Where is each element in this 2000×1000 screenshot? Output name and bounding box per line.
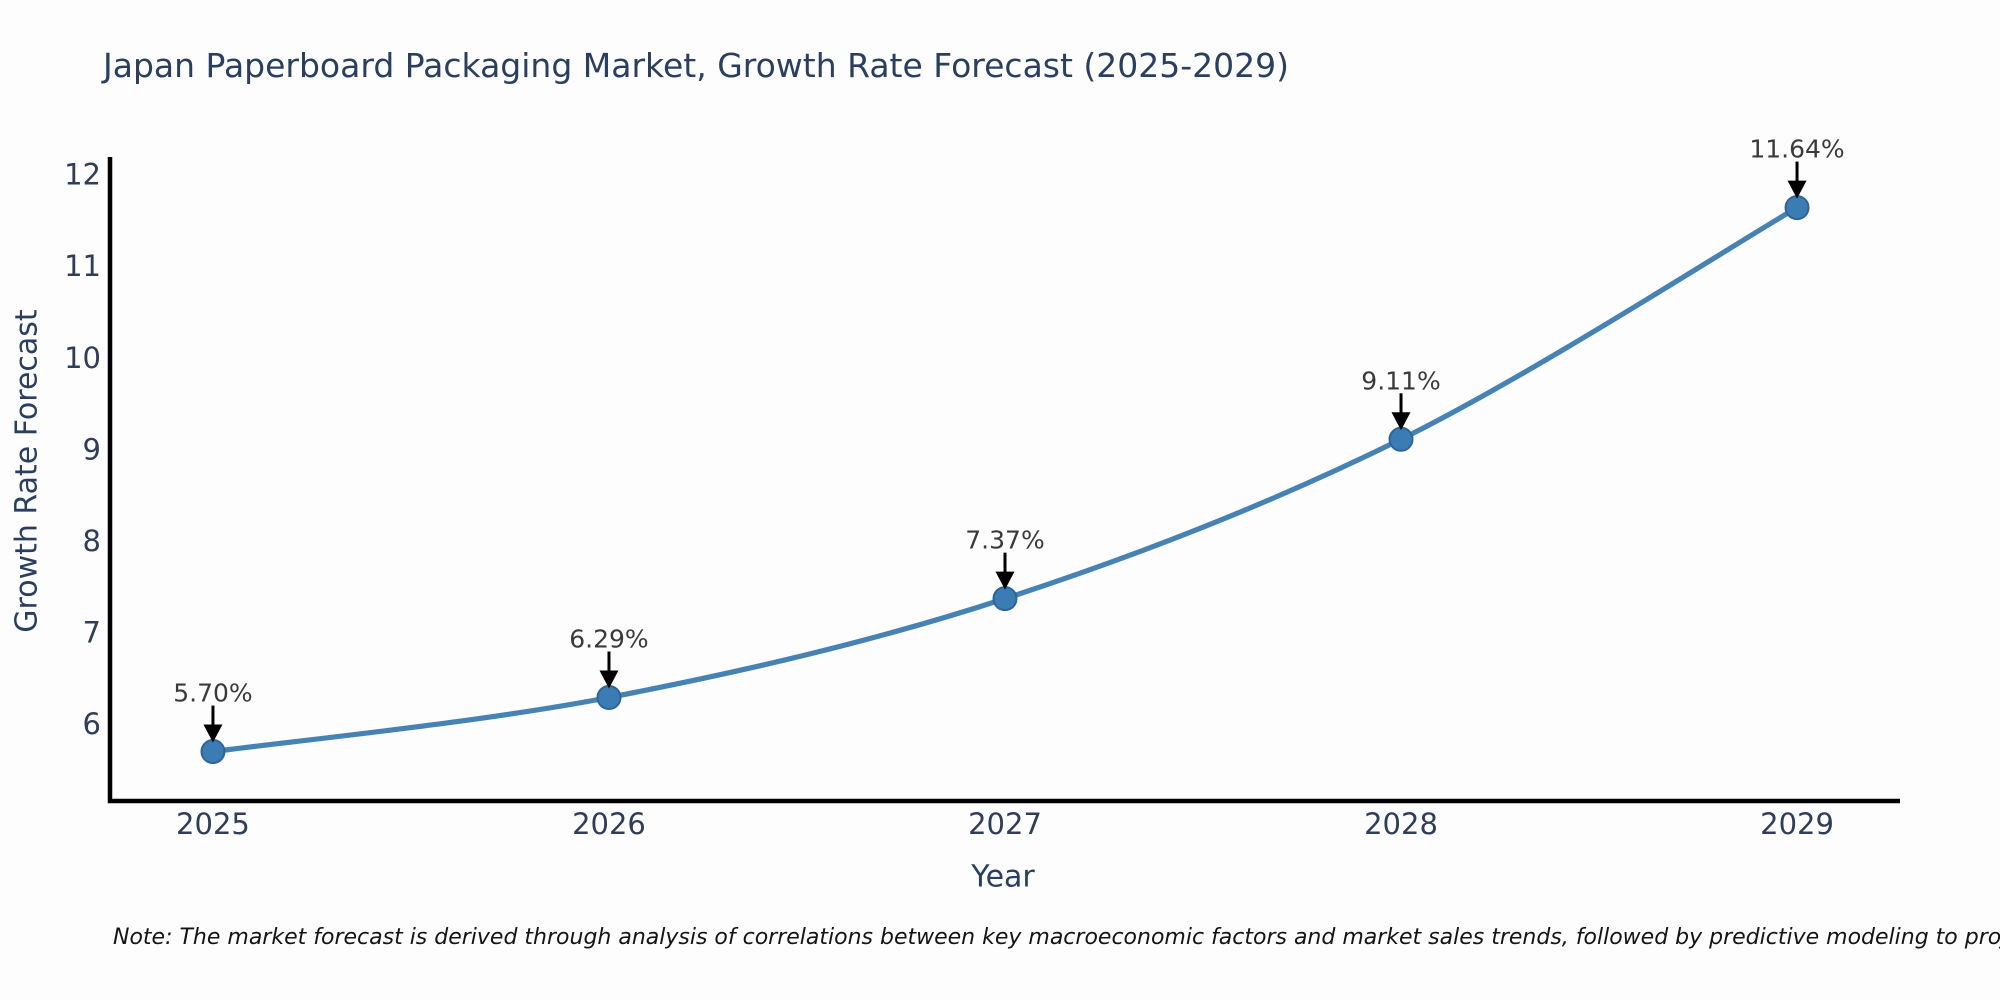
y-tick-label: 6 — [83, 707, 101, 741]
y-tick-label: 9 — [83, 432, 101, 466]
data-label: 5.70% — [173, 679, 252, 708]
data-point-marker — [992, 586, 1018, 612]
y-tick-label: 11 — [64, 249, 101, 283]
axis-spine — [107, 157, 1900, 804]
data-label: 7.37% — [965, 526, 1044, 555]
data-point-marker — [1388, 426, 1414, 452]
data-point-marker — [1784, 195, 1810, 221]
y-tick-label: 12 — [64, 158, 101, 192]
data-point-marker — [596, 685, 622, 711]
y-tick-label: 10 — [64, 341, 101, 375]
x-tick-label: 2027 — [968, 807, 1042, 841]
data-label: 11.64% — [1749, 135, 1844, 164]
x-tick-label: 2029 — [1760, 807, 1834, 841]
annotation-arrow-head — [1391, 412, 1411, 431]
footnote: Note: The market forecast is derived thr… — [113, 925, 2000, 950]
x-tick-label: 2025 — [176, 807, 250, 841]
data-label: 9.11% — [1361, 366, 1440, 395]
annotation-arrow-head — [599, 670, 619, 689]
data-label: 6.29% — [569, 625, 648, 654]
data-point-marker — [200, 739, 226, 765]
annotation-arrow-head — [995, 571, 1015, 590]
x-tick-label: 2026 — [572, 807, 646, 841]
annotation-arrow-head — [203, 724, 223, 743]
series-line — [210, 205, 1800, 755]
x-tick-label: 2028 — [1364, 807, 1438, 841]
y-tick-label: 8 — [83, 524, 101, 558]
y-axis-title: Growth Rate Forecast — [9, 309, 45, 633]
y-tick-label: 7 — [83, 616, 101, 650]
annotation-arrow-head — [1787, 180, 1807, 199]
chart-title: Japan Paperboard Packaging Market, Growt… — [103, 46, 1290, 85]
x-axis-title: Year — [971, 859, 1035, 895]
